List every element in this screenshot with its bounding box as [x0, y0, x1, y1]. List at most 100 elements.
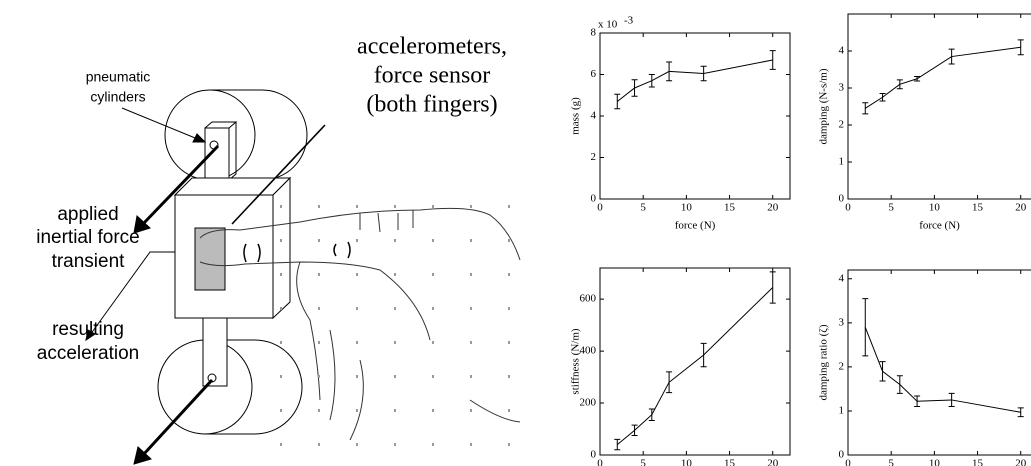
grid-dot [470, 239, 472, 242]
grid-dot [508, 205, 510, 208]
label: resulting [52, 319, 124, 340]
grid-dot [356, 375, 358, 378]
figure: pneumatic cylinders accelerometers, forc… [0, 0, 1031, 466]
x-tick-label: 15 [972, 202, 984, 214]
y-axis-label: stiffness (N/m) [570, 328, 582, 394]
grid-dot [318, 273, 320, 276]
x-tick-label: 10 [929, 202, 941, 214]
error-bar [632, 80, 638, 97]
x-tick-label: 20 [1015, 202, 1027, 214]
grid-dot [470, 375, 472, 378]
x-tick-label: 0 [845, 202, 851, 214]
grid-dot [280, 205, 282, 208]
y-axis-label: damping ratio (ζ) [818, 324, 830, 400]
grid-dot [470, 205, 472, 208]
grid-dot [394, 341, 396, 344]
grid-dot [280, 273, 282, 276]
x-tick-label: 0 [845, 458, 851, 466]
x-tick-label: 10 [929, 458, 941, 466]
plot-frame [848, 270, 1031, 455]
grid-dot [394, 443, 396, 446]
grid-dot [470, 341, 472, 344]
error-bar [701, 343, 707, 366]
grid-dot [432, 409, 434, 412]
grid-dot [318, 409, 320, 412]
grid-dot [432, 375, 434, 378]
x-tick-label: 5 [888, 458, 894, 466]
y-tick-label: 0 [591, 193, 597, 205]
y-tick-label: 0 [839, 193, 845, 205]
y-tick-label: 600 [580, 293, 597, 305]
y-tick-label: 2 [839, 360, 845, 372]
label: pneumatic [86, 69, 151, 85]
grid-dot [356, 341, 358, 344]
x-tick-label: 20 [767, 202, 779, 214]
x-tick-label: 10 [681, 202, 693, 214]
y-tick-label: 1 [839, 156, 845, 168]
error-bar [614, 439, 620, 449]
grid-dot [394, 239, 396, 242]
error-bar [614, 94, 620, 109]
y-tick-label: 200 [580, 397, 597, 409]
grid-dot [508, 341, 510, 344]
y-tick-label: 6 [591, 68, 597, 80]
grid-dot [508, 239, 510, 242]
error-bar [880, 362, 886, 381]
x-tick-label: 15 [972, 458, 984, 466]
grid-dot [356, 443, 358, 446]
x-tick-label: 20 [1015, 458, 1027, 466]
grid-dot [394, 375, 396, 378]
grid-dot [318, 375, 320, 378]
y-axis-label: damping (N-s/m) [818, 68, 830, 144]
grid-dot [394, 273, 396, 276]
error-bar [897, 80, 903, 89]
data-line [865, 327, 1020, 412]
grid-dot [394, 205, 396, 208]
label: acceleration [37, 343, 139, 364]
grid-dot [508, 273, 510, 276]
x-tick-label: 15 [724, 202, 736, 214]
grid-dot [356, 307, 358, 310]
grid-dot [280, 409, 282, 412]
y-multiplier: x 10 [598, 19, 618, 31]
data-line [865, 47, 1020, 108]
grid-dot [432, 273, 434, 276]
x-tick-label: 0 [597, 458, 603, 466]
grid-dot [356, 273, 358, 276]
x-tick-label: 20 [767, 458, 779, 466]
grid-dot [432, 443, 434, 446]
grid-dot [356, 239, 358, 242]
y-tick-label: 4 [839, 272, 845, 284]
x-tick-label: 5 [888, 202, 894, 214]
plot-frame [600, 33, 790, 199]
error-bar [649, 75, 655, 87]
error-bar [862, 299, 868, 356]
y-tick-label: 2 [839, 119, 845, 131]
x-tick-label: 15 [724, 458, 736, 466]
grid-dot [394, 307, 396, 310]
y-tick-label: 1 [839, 404, 845, 416]
y-tick-label: 4 [839, 45, 845, 57]
label: (both fingers) [366, 92, 497, 118]
label: cylinders [90, 89, 145, 105]
y-multiplier-exponent: -3 [624, 15, 634, 27]
grid-dot [356, 409, 358, 412]
error-bar [666, 372, 672, 393]
grid-dot [356, 205, 358, 208]
grid-dot [280, 307, 282, 310]
label: force sensor [374, 63, 491, 89]
x-tick-label: 10 [681, 458, 693, 466]
grid-dot [280, 341, 282, 344]
error-bar [632, 425, 638, 435]
data-line [617, 60, 772, 102]
grid-dot [394, 409, 396, 412]
y-tick-label: 2 [591, 151, 597, 163]
label: applied [57, 204, 118, 225]
grid-dot [318, 239, 320, 242]
grid-dot [318, 443, 320, 446]
label: transient [52, 251, 126, 272]
error-bar [770, 272, 776, 303]
label: inertial force [36, 227, 140, 248]
grid-dot [318, 341, 320, 344]
label: accelerometers, [357, 34, 507, 60]
